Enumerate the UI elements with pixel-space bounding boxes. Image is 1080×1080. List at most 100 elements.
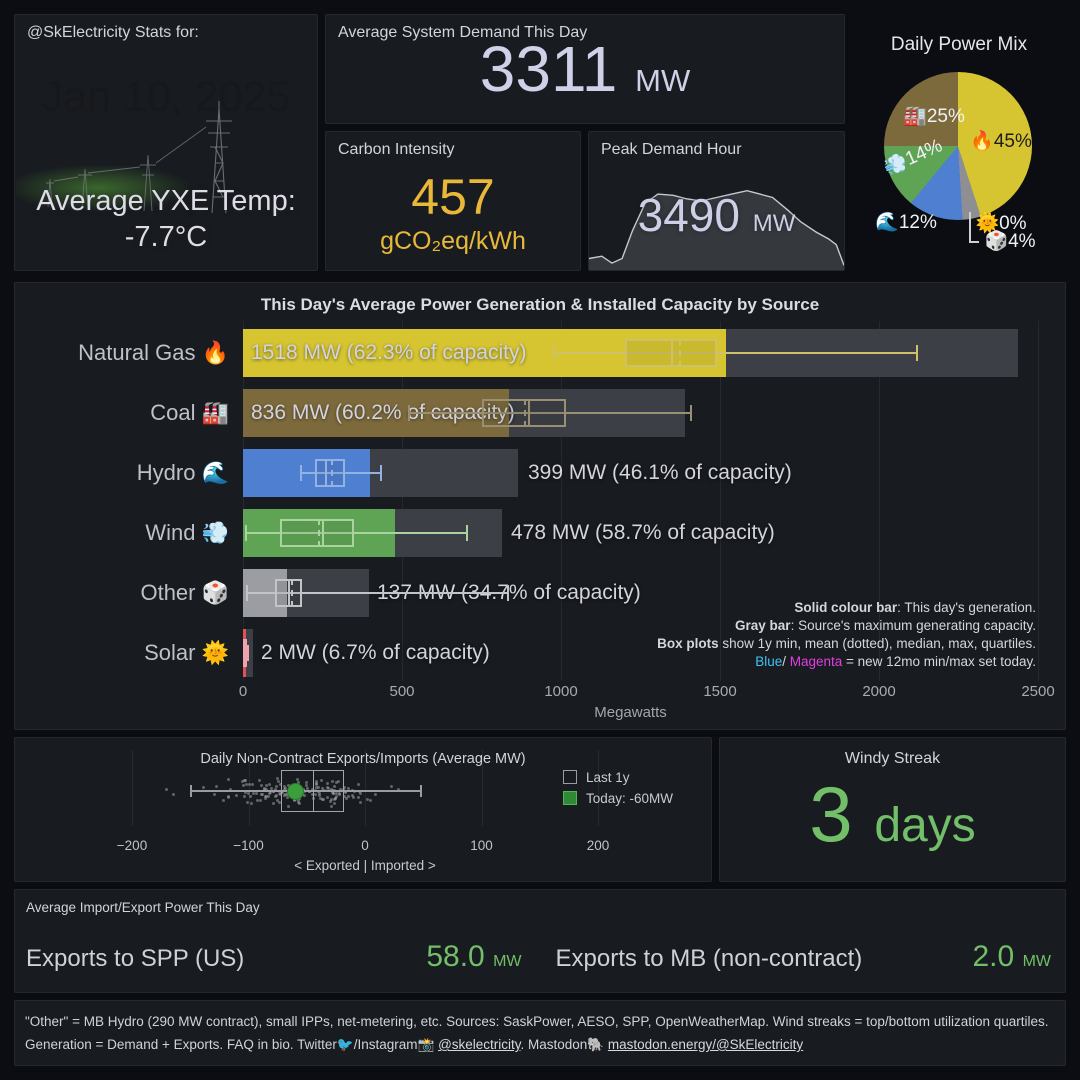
boxplot-cap-max: [915, 345, 918, 361]
footer-link-twitter-handle[interactable]: @skelectricity: [438, 1037, 521, 1052]
scatter-point: [373, 792, 377, 796]
footer-text-segment: "Other" = MB Hydro (290 MW contract), sm…: [25, 1014, 1049, 1052]
scatter-point: [356, 795, 360, 799]
scatter-point: [334, 796, 338, 800]
power-mix-section: Daily Power Mix 🔥45% 🌞0% 🎲4% 🌊12% 💨14% 🏭25%: [852, 14, 1066, 271]
scatter-point: [347, 786, 351, 790]
scatter-point: [283, 792, 287, 796]
boxplot-cap-min: [408, 405, 411, 421]
export-mb-group: Exports to MB (non-contract) 2.0 MW: [550, 940, 1052, 974]
boxplot-box: [274, 579, 302, 607]
scatter-point: [252, 791, 256, 795]
exports-legend-item-2: Today: -60MW: [563, 791, 673, 806]
scatter-point: [315, 783, 319, 787]
scatter-point: [326, 785, 330, 789]
scatter-point: [257, 778, 261, 782]
scatter-point: [226, 795, 230, 799]
exports-axis-tick: 100: [470, 838, 493, 853]
scatter-point: [255, 799, 259, 803]
scatter-point: [317, 792, 321, 796]
footer-text-segment: . Mastodon🐘: [520, 1037, 608, 1052]
scatter-point: [283, 787, 287, 791]
scatter-point: [261, 792, 265, 796]
scatter-point: [325, 781, 329, 785]
boxplot-whisker: [246, 592, 507, 594]
exports-whisker: [190, 790, 420, 792]
scatter-point: [250, 782, 254, 786]
legend-note-line-1: Solid colour bar: This day's generation.: [794, 600, 1036, 615]
legend-note-line-2: Gray bar: Source's maximum generating ca…: [735, 618, 1036, 633]
power-mix-title: Daily Power Mix: [890, 34, 1028, 55]
scatter-point: [296, 777, 300, 781]
scatter-point: [242, 779, 246, 782]
generation-legend-note: Solid colour bar: This day's generation.…: [657, 599, 1036, 671]
panel-avg-demand: Average System Demand This Day 3311 MW: [325, 14, 845, 124]
scatter-point: [358, 800, 362, 804]
scatter-point: [338, 791, 342, 795]
scatter-point: [330, 788, 334, 792]
axis-tick: 1500: [703, 683, 737, 700]
scatter-point: [273, 788, 277, 792]
scatter-point: [248, 782, 252, 786]
scatter-point: [258, 799, 262, 803]
scatter-point: [310, 787, 314, 791]
boxplot-whisker: [553, 352, 916, 354]
footer-link-mastodon[interactable]: mastodon.energy/@SkElectricity: [607, 1037, 804, 1052]
scatter-point: [337, 793, 341, 797]
exports-axis-tick: 0: [361, 838, 369, 853]
scatter-point: [254, 791, 258, 795]
exports-legend-item-1: Last 1y: [563, 770, 630, 785]
photo-temp-text: Average YXE Temp: -7.7°C: [36, 185, 296, 253]
scatter-point: [285, 795, 289, 799]
scatter-point: [329, 799, 333, 803]
scatter-point: [342, 794, 346, 798]
legend-note-line-3: Box plots show 1y min, mean (dotted), me…: [657, 636, 1036, 651]
peak-demand-title: Peak Demand Hour: [601, 141, 742, 158]
avg-demand-title: Average System Demand This Day: [338, 24, 588, 41]
transmission-towers-illustration: [46, 101, 232, 214]
generation-row-wind: Wind 💨 478 MW (58.7% of capacity): [15, 503, 1065, 563]
windy-streak-unit: days: [874, 799, 976, 852]
boxplot-cap-min: [553, 345, 556, 361]
export-mb-unit: MW: [1022, 953, 1051, 970]
boxplot-cap-max: [247, 645, 250, 661]
bar-value-label: 2 MW (6.7% of capacity): [261, 641, 490, 664]
bar-value-label: 1518 MW (62.3% of capacity): [251, 341, 527, 364]
scatter-point: [292, 798, 296, 802]
scatter-point: [321, 798, 325, 802]
bar-value-label: 836 MW (60.2% of capacity): [251, 401, 515, 424]
boxplot-median: [321, 519, 324, 547]
axis-tick: 1000: [544, 683, 578, 700]
scatter-point: [298, 801, 302, 805]
axis-tick: 500: [389, 683, 415, 700]
scatter-point: [283, 794, 287, 798]
scatter-point: [263, 787, 267, 791]
scatter-point: [345, 796, 349, 800]
date-photo: Jan 10, 2025 Average YXE Temp: -7.7°C: [16, 51, 316, 269]
boxplot-box: [279, 519, 355, 547]
scatter-point: [396, 788, 400, 792]
export-spp-group: Exports to SPP (US) 58.0 MW: [26, 940, 550, 974]
scatter-point: [242, 795, 246, 799]
peak-demand-value: 3490 MW: [637, 189, 796, 241]
scatter-point: [229, 788, 233, 792]
export-spp-value: 58.0 MW: [426, 940, 522, 973]
gridline: [1038, 321, 1039, 681]
boxplot-mean: [524, 399, 527, 427]
generation-row-solar: Solar 🌞 2 MW (6.7% of capacity): [15, 623, 1065, 683]
generation-row-other: Other 🎲 137 MW (34.7% of capacity): [15, 563, 1065, 623]
peak-demand-sparkline: [589, 189, 844, 270]
row-label: Natural Gas 🔥: [78, 340, 229, 365]
panel-date-card: @SkElectricity Stats for: Jan 10, 2025 A…: [14, 14, 318, 271]
scatter-point: [276, 798, 280, 802]
scatter-point: [315, 780, 319, 784]
scatter-outlier: [171, 793, 175, 797]
boxplot-mean: [317, 519, 320, 547]
scatter-point: [267, 791, 271, 795]
scatter-point: [333, 801, 337, 805]
legend-swatch-outline: [563, 770, 577, 784]
scatter-point: [244, 783, 248, 787]
boxplot-mean: [290, 579, 293, 607]
scatter-point: [264, 797, 268, 801]
pie-label-coal: 🏭25%: [903, 106, 965, 127]
